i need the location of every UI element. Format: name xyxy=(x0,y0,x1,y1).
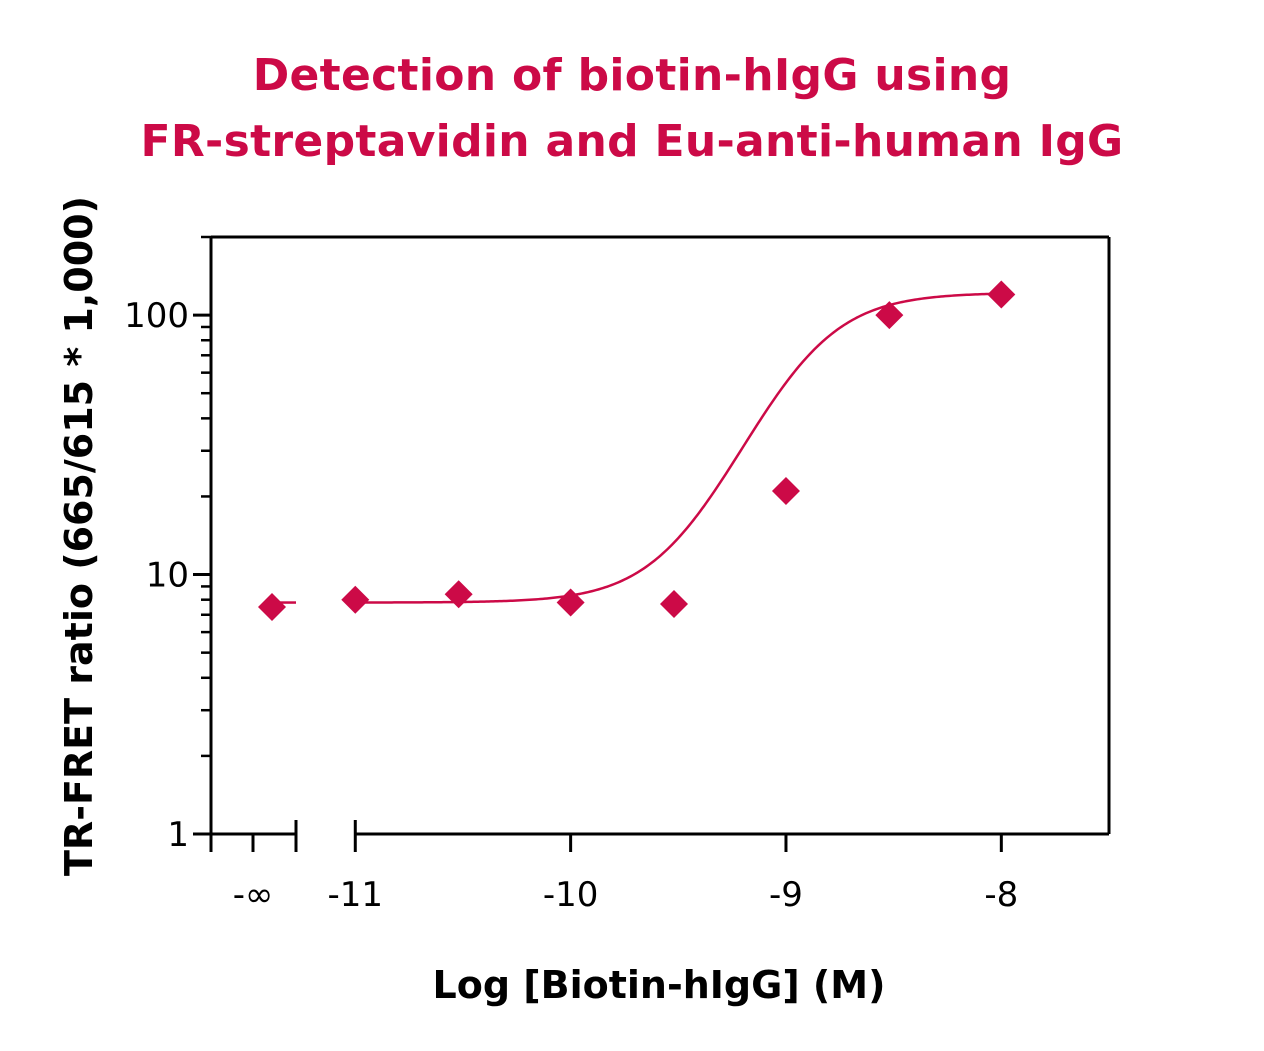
data-point-4 xyxy=(771,476,800,505)
data-point-3 xyxy=(659,590,688,619)
x-tick-label-0: -∞ xyxy=(233,875,274,915)
points-layer xyxy=(258,280,1016,621)
curve-layer xyxy=(280,292,1002,604)
data-point-2 xyxy=(556,588,585,617)
chart-title-line-1: Detection of biotin-hIgG using xyxy=(252,50,1012,101)
data-point-0 xyxy=(341,585,370,614)
data-point-zero xyxy=(258,592,286,621)
axes-layer: -∞ -11 -10 -9 -8 1 10 100 xyxy=(124,235,1111,915)
chart-title-line-2: FR-streptavidin and Eu-anti-human IgG xyxy=(140,116,1124,167)
data-point-5 xyxy=(875,301,904,330)
data-point-6 xyxy=(987,280,1016,309)
x-tick-label-2: -10 xyxy=(543,875,599,915)
y-tick-label-0: 1 xyxy=(167,815,189,855)
data-point-1 xyxy=(444,580,473,609)
x-tick-label-3: -9 xyxy=(769,875,803,915)
x-tick-label-4: -8 xyxy=(984,875,1018,915)
y-tick-label-1: 10 xyxy=(146,556,189,596)
x-tick-label-1: -11 xyxy=(328,875,384,915)
x-axis-label: Log [Biotin-hIgG] (M) xyxy=(433,963,886,1007)
y-axis-label: TR-FRET ratio (665/615 * 1,000) xyxy=(57,196,101,876)
y-tick-label-2: 100 xyxy=(124,296,189,336)
fit-curve xyxy=(355,292,1002,604)
